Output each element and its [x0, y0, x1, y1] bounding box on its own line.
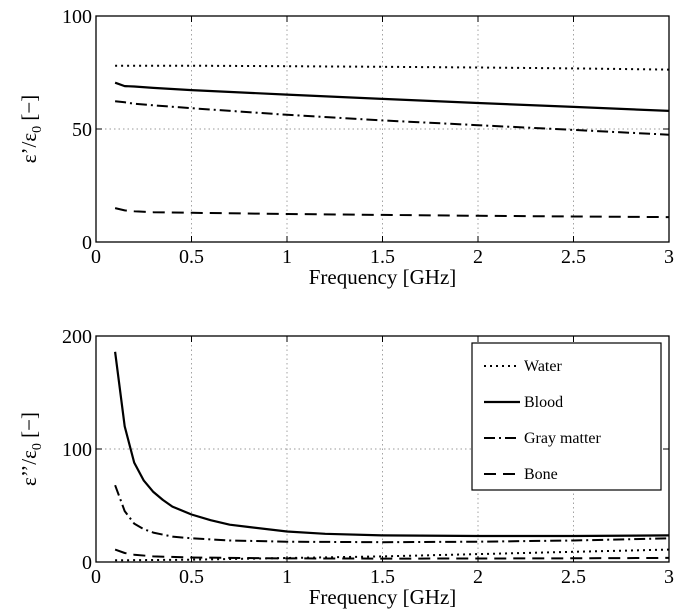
chart-2-y-axis-label-main: ε’’/ε [17, 450, 41, 486]
chart-1-x-tick-label: 3 [664, 246, 674, 268]
chart-2-x-tick-label: 1 [282, 566, 292, 588]
chart-1-y-tick-label: 0 [82, 232, 92, 254]
chart-1: 0 0.5 1 1.5 2 2.5 3 0 50 100 Frequency [GHz] ε’/ε0 … [17, 6, 674, 289]
chart-2-x-tick-label: 3 [664, 566, 674, 588]
chart-1-y-axis-label-subscript: 0 [30, 126, 45, 133]
chart-1-series-blood [114, 81, 670, 112]
chart-1-x-tick-label: 1.5 [370, 246, 395, 268]
chart-2-x-tick-label: 0.5 [179, 566, 204, 588]
chart-2-y-axis-label-subscript: 0 [30, 443, 45, 450]
chart-2-x-tick-label: 2 [473, 566, 483, 588]
chart-2: 0 0.5 1 1.5 2 2.5 3 0 100 200 Frequency [GHz] ε’’/ε… [17, 326, 674, 609]
chart-2-y-tick-label: 100 [62, 439, 92, 461]
chart-1-x-tick-label: 0.5 [179, 246, 204, 268]
chart-2-x-tick-label: 1.5 [370, 566, 395, 588]
chart-1-y-axis-label: ε’/ε0 [−] [17, 95, 45, 164]
chart-2-x-tick-label: 2.5 [561, 566, 586, 588]
chart-2-y-tick-label: 200 [62, 326, 92, 348]
chart-2-legend-box [471, 342, 662, 491]
chart-2-legend: Water Blood Gray matter Bone [471, 342, 662, 491]
chart-1-x-tick-label: 0 [91, 246, 101, 268]
chart-2-series-gray-matter [114, 484, 670, 544]
chart-2-legend-label: Gray matter [524, 430, 602, 447]
chart-2-y-axis-label-unit: [−] [17, 412, 41, 443]
chart-2-legend-label: Water [524, 358, 562, 375]
chart-2-series-bone [114, 548, 670, 560]
chart-1-y-axis-label-main: ε’/ε [17, 133, 41, 164]
chart-2-legend-label: Bone [524, 466, 558, 483]
chart-1-x-tick-label: 2.5 [561, 246, 586, 268]
chart-1-x-tick-label: 1 [282, 246, 292, 268]
chart-2-series-blood [114, 351, 670, 538]
chart-2-y-axis-label: ε’’/ε0 [−] [17, 412, 45, 486]
chart-2-x-axis-label: Frequency [GHz] [309, 585, 457, 609]
chart-2-y-tick-label: 0 [82, 552, 92, 574]
chart-1-series-bone [114, 207, 670, 219]
chart-1-x-axis-label: Frequency [GHz] [309, 265, 457, 289]
chart-1-y-tick-label: 100 [62, 6, 92, 28]
chart-1-series-gray-matter [114, 100, 670, 136]
chart-1-x-tick-label: 2 [473, 246, 483, 268]
chart-1-series-water [115, 64, 670, 71]
chart-2-legend-label: Blood [524, 394, 563, 411]
chart-1-y-axis-label-unit: [−] [17, 95, 41, 126]
chart-2-x-tick-label: 0 [91, 566, 101, 588]
chart-1-y-tick-label: 50 [72, 119, 92, 141]
